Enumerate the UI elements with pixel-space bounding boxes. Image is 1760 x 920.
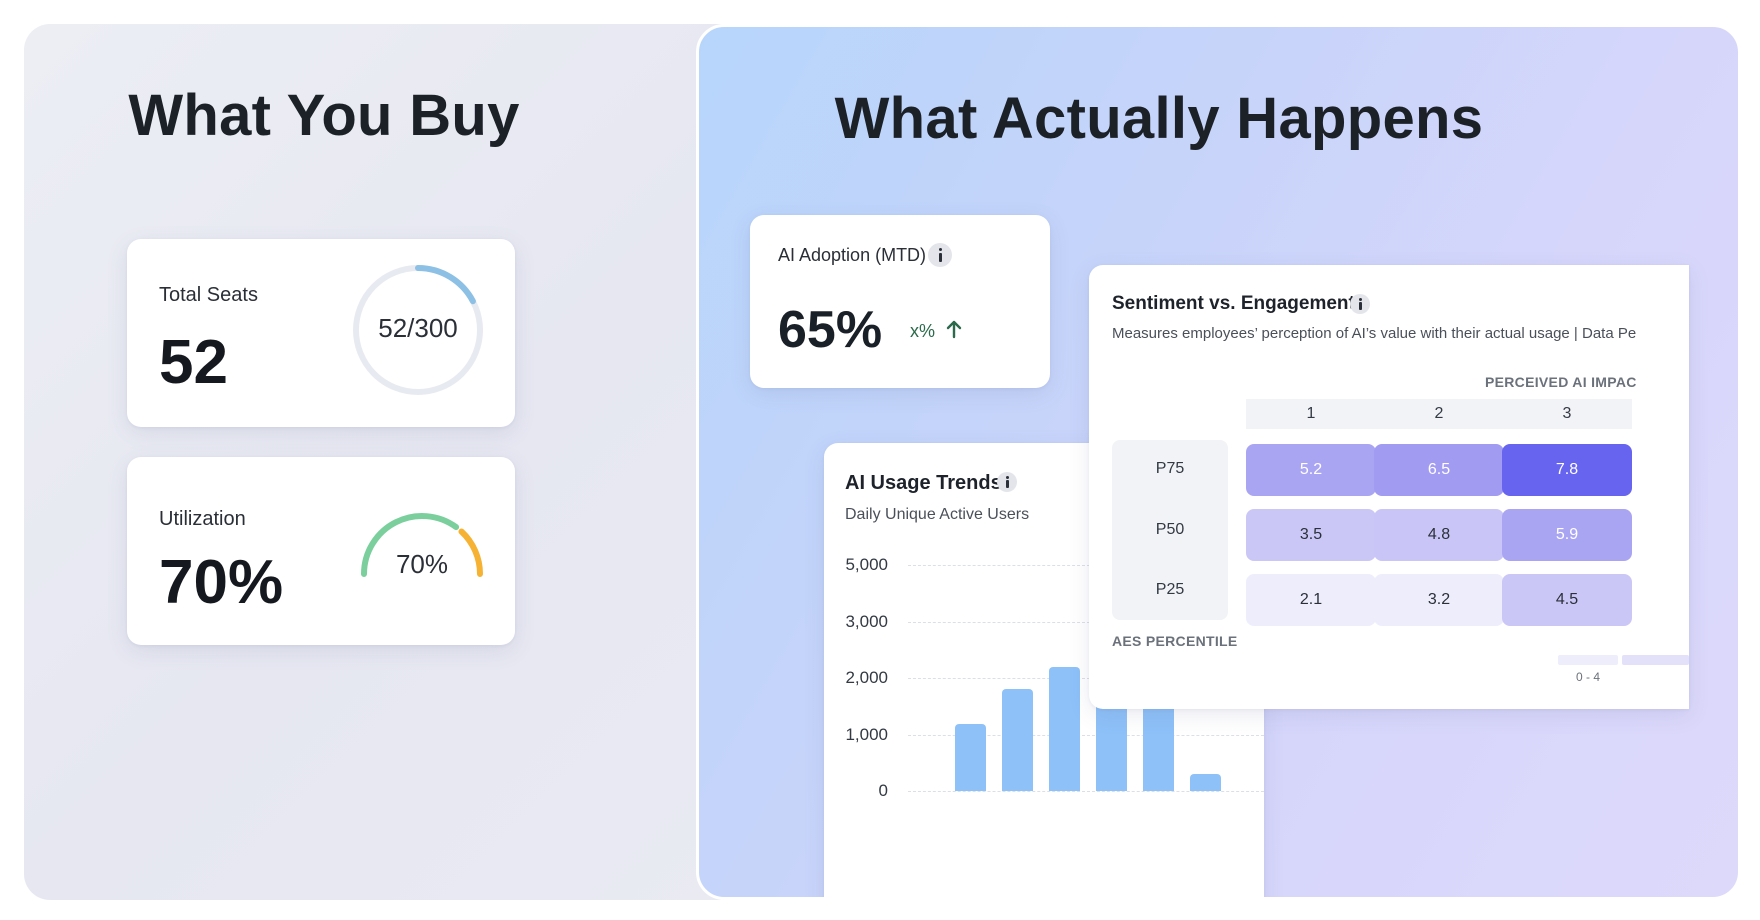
aes-row-header-column: [1112, 440, 1228, 620]
row-label-p25: P25: [1155, 581, 1185, 598]
heatmap-cell-p50-2[interactable]: 4.8: [1374, 509, 1504, 561]
ai-adoption-card[interactable]: AI Adoption (MTD) 65% x%: [750, 215, 1050, 388]
usage-bar-chart: 5,000 3,000 2,000 1,000 0: [824, 443, 1264, 897]
utilization-gauge-fill: [361, 513, 460, 577]
y-axis-tick: 0: [878, 781, 888, 800]
heatmap-cell-p75-1[interactable]: 5.2: [1246, 444, 1376, 496]
y-axis-tick: 1,000: [845, 725, 888, 744]
y-axis-tick: 2,000: [845, 668, 888, 687]
arrow-up-icon: [946, 320, 962, 339]
total-seats-card[interactable]: Total Seats 52 52/300: [127, 239, 515, 427]
ai-adoption-value: 65%: [778, 301, 883, 359]
seats-ring-chart: [353, 265, 483, 395]
what-you-buy-heading: What You Buy: [128, 83, 520, 148]
row-label-p50: P50: [1155, 521, 1185, 538]
ai-usage-trends-title: AI Usage Trends: [845, 472, 1002, 494]
y-axis-tick: 3,000: [845, 612, 888, 631]
usage-bar[interactable]: [1190, 774, 1221, 791]
seats-ring-text: 52/300: [378, 313, 458, 343]
heatmap-cell-p25-2[interactable]: 3.2: [1374, 574, 1504, 626]
utilization-gauge-remainder: [458, 528, 483, 577]
sentiment-engagement-card[interactable]: Sentiment vs. Engagement Measures employ…: [1089, 265, 1689, 709]
legend-swatch-next: [1622, 655, 1689, 665]
usage-info-icon[interactable]: [997, 472, 1017, 492]
heatmap-cell-p25-3[interactable]: 4.5: [1502, 574, 1632, 626]
legend-swatch-low: [1558, 655, 1618, 665]
aes-percentile-axis-title: AES PERCENTILE: [1112, 633, 1238, 649]
utilization-gauge: [361, 513, 483, 577]
heatmap-cell-p75-3[interactable]: 7.8: [1502, 444, 1632, 496]
utilization-label: Utilization: [159, 508, 246, 530]
heatmap-cell-p75-2[interactable]: 6.5: [1374, 444, 1504, 496]
legend-label-0-4: 0 - 4: [1575, 670, 1600, 684]
sentiment-subtitle: Measures employees’ perception of AI’s v…: [1112, 325, 1637, 342]
what-actually-happens-heading: What Actually Happens: [834, 86, 1484, 151]
what-actually-happens-panel: What Actually Happens AI Usage Trends Da…: [696, 24, 1741, 900]
grid-line: [908, 622, 1264, 623]
heatmap-cell-p50-1[interactable]: 3.5: [1246, 509, 1376, 561]
sentiment-info-icon[interactable]: [1350, 294, 1370, 314]
seats-ring-progress: [415, 265, 476, 305]
usage-bar[interactable]: [1002, 689, 1033, 791]
sentiment-title: Sentiment vs. Engagement: [1112, 293, 1355, 314]
usage-bar[interactable]: [955, 723, 986, 791]
ai-adoption-label: AI Adoption (MTD): [778, 245, 927, 265]
heatmap-cell-p50-3[interactable]: 5.9: [1502, 509, 1632, 561]
grid-line: [908, 735, 1264, 736]
y-axis-tick: 5,000: [845, 555, 888, 574]
heatmap-cell-p25-1[interactable]: 2.1: [1246, 574, 1376, 626]
impact-column-2: 2: [1374, 399, 1504, 429]
grid-line: [908, 678, 1264, 679]
ai-usage-trends-subtitle: Daily Unique Active Users: [845, 506, 1030, 523]
perceived-impact-axis-title: PERCEIVED AI IMPAC: [1485, 374, 1637, 390]
usage-bar[interactable]: [1049, 666, 1080, 791]
impact-column-1: 1: [1246, 399, 1376, 429]
row-label-p75: P75: [1155, 460, 1185, 477]
grid-line: [908, 791, 1264, 792]
utilization-value: 70%: [159, 548, 284, 617]
total-seats-label: Total Seats: [159, 284, 258, 306]
utilization-gauge-text: 70%: [395, 549, 449, 579]
ai-adoption-delta: x%: [910, 321, 936, 341]
total-seats-value: 52: [159, 328, 228, 397]
grid-line: [908, 565, 1264, 566]
utilization-card[interactable]: Utilization 70% 70%: [127, 457, 515, 645]
what-you-buy-panel: What You Buy Total Seats 52 52/300 Utili…: [24, 24, 744, 900]
adoption-info-icon[interactable]: [928, 243, 952, 267]
impact-column-3: 3: [1502, 399, 1632, 429]
